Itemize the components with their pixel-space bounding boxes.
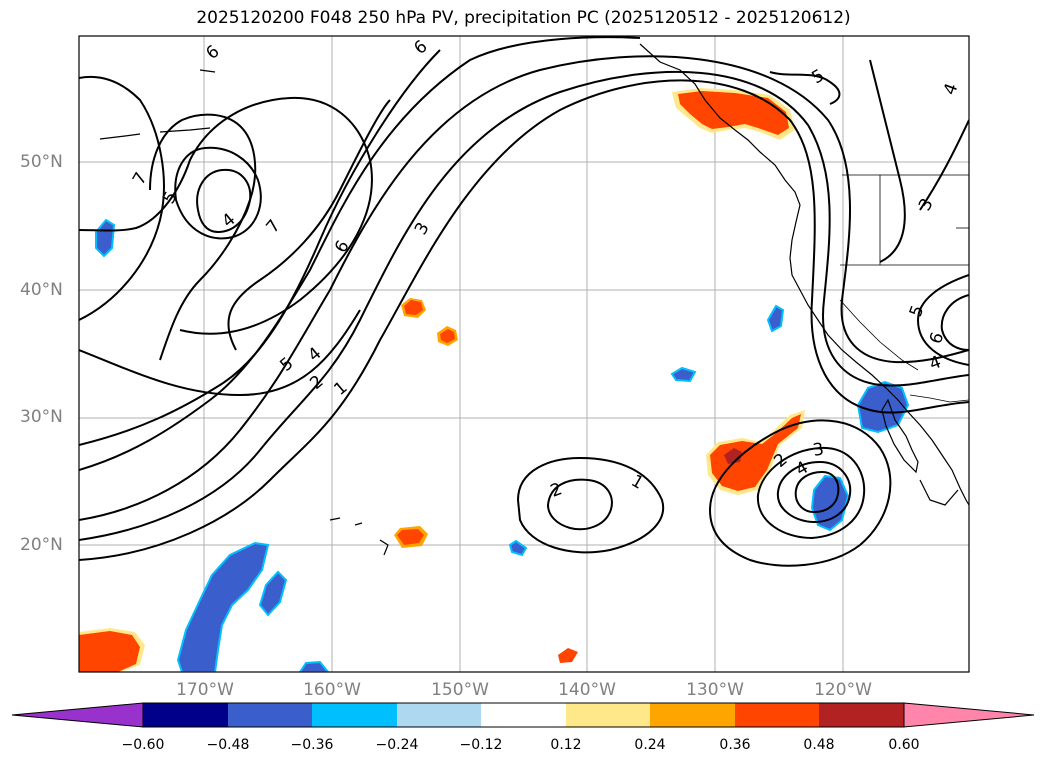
colorbar-segment <box>228 703 312 727</box>
map-title: 2025120200 F048 250 hPa PV, precipitatio… <box>196 8 851 28</box>
lon-label-160w: 160°W <box>303 680 361 700</box>
colorbar-tick: −0.24 <box>375 737 419 753</box>
contour-label: 6 <box>926 330 948 347</box>
pv-contour-16 <box>756 446 866 540</box>
precip-positive-regions <box>79 88 805 672</box>
pv-contour-22 <box>940 294 969 351</box>
pv-contour-6 <box>79 309 361 397</box>
pv-contour-4 <box>79 36 641 471</box>
colorbar-tick: 0.12 <box>550 737 582 753</box>
map-frame <box>78 35 970 673</box>
contour-label: 3 <box>915 195 938 214</box>
lon-label-140w: 140°W <box>558 680 616 700</box>
precip-negative-regions <box>95 218 910 672</box>
precip-patch-off-california <box>766 304 785 333</box>
pv-contour-15 <box>708 419 892 567</box>
pv-contour-23 <box>769 71 841 105</box>
pv-contour-12 <box>196 168 252 234</box>
lon-label-150w: 150°W <box>431 680 489 700</box>
pv-contour-7 <box>79 75 165 321</box>
colorbar-tick: 0.24 <box>634 737 666 753</box>
colorbar-tick: −0.12 <box>459 737 503 753</box>
pv-contour-14 <box>546 478 613 531</box>
pv-contour-18 <box>794 470 840 514</box>
pv-contour-17 <box>776 460 852 524</box>
pv-contour-21 <box>916 274 969 366</box>
contour-label: 5 <box>809 66 828 89</box>
contour-label: 6 <box>331 237 354 256</box>
contour-label: 4 <box>940 81 962 98</box>
colorbar-segment <box>819 703 904 727</box>
colorbar <box>11 702 1035 728</box>
lon-label-170w: 170°W <box>176 680 234 700</box>
pv-contour-19 <box>869 59 906 263</box>
pv-contour-2 <box>79 70 969 541</box>
precip-patch-west-north <box>95 218 116 258</box>
pv-contour-8 <box>79 96 373 335</box>
contour-label: 3 <box>811 439 825 461</box>
pv-contour-5 <box>79 49 441 446</box>
precip-patch-southwest-neg <box>176 541 270 672</box>
pv-contour-9 <box>149 113 257 361</box>
lat-label-50n: 50°N <box>20 152 63 172</box>
colorbar-tick: 0.48 <box>803 737 835 753</box>
contour-label: 6 <box>410 37 431 59</box>
contour-label: 5 <box>906 303 928 320</box>
colorbar-tick: −0.36 <box>290 737 334 753</box>
contour-label: 4 <box>793 458 812 481</box>
lat-label-20n: 20°N <box>20 535 63 555</box>
precip-patch-baja <box>856 380 910 434</box>
pv-contour-3 <box>79 55 969 521</box>
pv-contour-11 <box>174 146 262 240</box>
colorbar-segment <box>650 703 735 727</box>
contour-labels: 6 6 5 5 4 4 7 7 6 5 4 3 2 1 2 1 2 3 4 3 … <box>129 37 962 502</box>
lon-label-120w: 120°W <box>814 680 872 700</box>
colorbar-tick: −0.60 <box>121 737 165 753</box>
coastlines <box>99 43 969 556</box>
contour-label: 6 <box>202 42 223 64</box>
contour-label: 5 <box>276 354 297 376</box>
colorbar-max-extend <box>903 702 1035 728</box>
colorbar-segment <box>481 703 566 727</box>
pv-contour-1 <box>79 79 969 561</box>
colorbar-tick: 0.36 <box>719 737 751 753</box>
colorbar-segment <box>312 703 397 727</box>
contour-label: 4 <box>218 210 239 232</box>
contour-label: 7 <box>129 169 152 188</box>
colorbar-tick: 0.60 <box>888 737 920 753</box>
colorbar-min-extend <box>11 702 144 728</box>
lat-label-30n: 30°N <box>20 407 63 427</box>
pv-contour-13 <box>516 456 665 554</box>
gridlines <box>79 36 969 672</box>
pv-contour-10 <box>227 99 391 351</box>
contour-label: 7 <box>263 216 285 237</box>
pv-contours <box>79 36 969 567</box>
lat-label-40n: 40°N <box>20 280 63 300</box>
colorbar-segment <box>397 703 481 727</box>
contour-label: 3 <box>411 219 434 238</box>
colorbar-tick: −0.48 <box>206 737 250 753</box>
colorbar-segment <box>566 703 650 727</box>
colorbar-segment <box>735 703 819 727</box>
contour-label: 1 <box>628 471 647 494</box>
colorbar-segment <box>143 703 228 727</box>
pv-contour-20 <box>919 119 969 211</box>
lon-label-130w: 130°W <box>686 680 744 700</box>
colorbar-outline <box>142 702 905 728</box>
